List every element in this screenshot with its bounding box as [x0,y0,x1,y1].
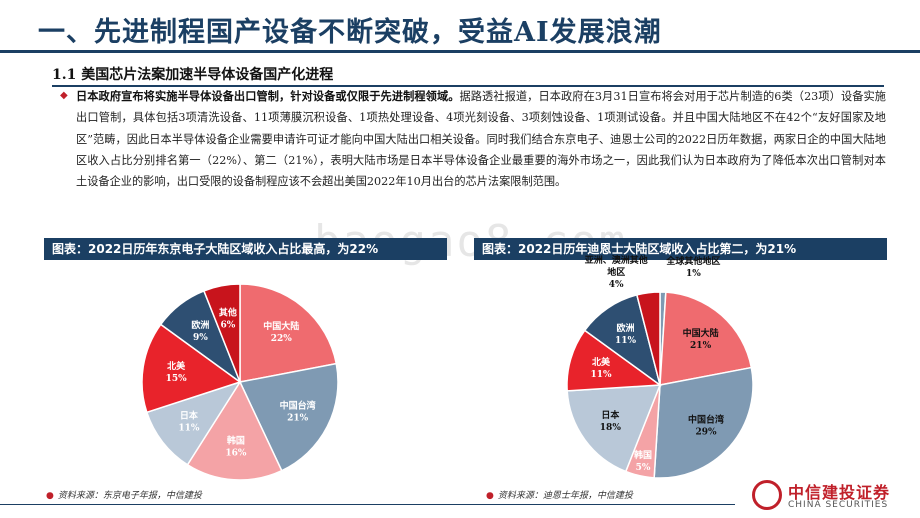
slice-category-label: 韩国 [227,435,245,447]
slice-value-label: 16% [225,449,247,459]
screen-holdings-pie-chart: 全球其他地区 1% 中国大陆 21% 中国台湾 29% 韩国 5% 日本 18% 北美 11% 欧洲 11… [566,254,754,479]
pie-slice [145,380,242,466]
company-logo: 中信建投证券 CHINA SECURITIES [752,478,912,514]
pie-slice [659,291,753,386]
slice-value-label: 11% [591,370,613,380]
slice-value-label: 11% [178,424,200,434]
pie-slice [635,291,661,386]
right-chart-source: ● 资料来源：迪恩士年报，中信建投 [486,488,633,501]
slice-category-label: 中国大陆 [263,320,299,332]
paragraph-text: 据路透社报道，日本政府在3月31日宣布将会对用于芯片制造的6类（23项）设备实施… [76,90,886,189]
tokyo-electron-pie-chart: 中国大陆 22% 中国台湾 21% 韩国 16% 日本 11% 北美 15% 欧洲 9% 其他 6% [141,283,339,481]
slice-value-label: 5% [636,463,651,473]
slice-value-label: 6% [220,320,235,330]
slice-category-label: 北美 [167,360,186,372]
pie-slice [202,283,241,383]
slice-category-label: 欧洲 [616,322,634,334]
pie-slice [141,323,242,414]
slice-value-label: 29% [696,428,718,438]
slice-category-label: 中国大陆 [683,327,719,339]
pie-slice [239,283,338,383]
left-chart-header: 图表：2022日历年东京电子大陆区域收入占比最高，为22% [44,238,447,260]
section-subheading: 1.1 美国芯片法案加速半导体设备国产化进程 [52,67,334,83]
slice-category-label: 亚洲、澳洲其他 [585,254,648,266]
page-title: 一、先进制程国产设备不断突破，受益AI发展浪潮 [38,17,662,48]
left-source-text: 资料来源：东京电子年报，中信建投 [57,491,202,501]
subheading-divider [52,85,884,87]
logo-emblem-icon [752,480,782,510]
slice-category-label: 其他 [219,306,237,318]
slice-value-label: 11% [615,336,637,346]
slice-category-label: 地区 [607,266,625,278]
source-bullet-icon: ● [46,491,54,501]
right-chart-header: 图表：2022日历年迪恩士大陆区域收入占比第二，为21% [474,238,887,260]
slice-value-label: 18% [600,423,622,433]
pie-slice [653,366,754,479]
slice-value-label: 9% [193,333,208,343]
slice-category-label: 全球其他地区 [665,255,720,267]
logo-text-en: CHINA SECURITIES [788,500,889,510]
right-source-text: 资料来源：迪恩士年报，中信建投 [497,491,633,501]
slice-value-label: 21% [690,341,712,351]
logo-text-cn: 中信建投证券 [788,483,891,502]
slice-category-label: 北美 [592,356,611,368]
footer-divider [0,504,735,505]
slice-category-label: 韩国 [634,449,652,461]
slice-value-label: 15% [166,374,188,384]
left-chart-source: ● 资料来源：东京电子年报，中信建投 [46,488,202,501]
paragraph-lead: 日本政府宣布将实施半导体设备出口管制，针对设备或仅限于先进制程领域。 [76,89,460,103]
slice-category-label: 日本 [180,410,199,422]
body-paragraph: 日本政府宣布将实施半导体设备出口管制，针对设备或仅限于先进制程领域。据路透社报道… [76,86,886,192]
source-bullet-icon: ● [486,491,494,501]
pie-slice [186,380,283,481]
bullet-icon: ◆ [60,90,68,101]
slice-value-label: 22% [271,334,293,344]
pie-slice [238,362,339,472]
pie-slice [566,384,662,473]
slice-value-label: 1% [686,269,701,279]
slice-value-label: 21% [287,413,309,423]
slice-category-label: 欧洲 [191,319,209,331]
slice-value-label: 4% [609,280,624,290]
slice-category-label: 日本 [601,409,620,421]
title-divider [0,50,920,53]
slice-category-label: 中国台湾 [280,399,316,411]
slice-category-label: 中国台湾 [688,414,724,426]
